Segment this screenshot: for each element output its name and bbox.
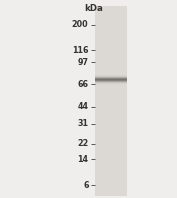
Text: 22: 22 (77, 139, 88, 148)
Text: 14: 14 (78, 155, 88, 164)
Text: 6: 6 (83, 181, 88, 190)
Text: 66: 66 (78, 80, 88, 89)
Text: 116: 116 (72, 46, 88, 55)
Text: 97: 97 (78, 58, 88, 67)
Text: kDa: kDa (84, 4, 103, 13)
Text: 31: 31 (78, 119, 88, 128)
Text: 44: 44 (78, 102, 88, 111)
Text: 200: 200 (72, 20, 88, 29)
Bar (95, 6, 127, 196)
